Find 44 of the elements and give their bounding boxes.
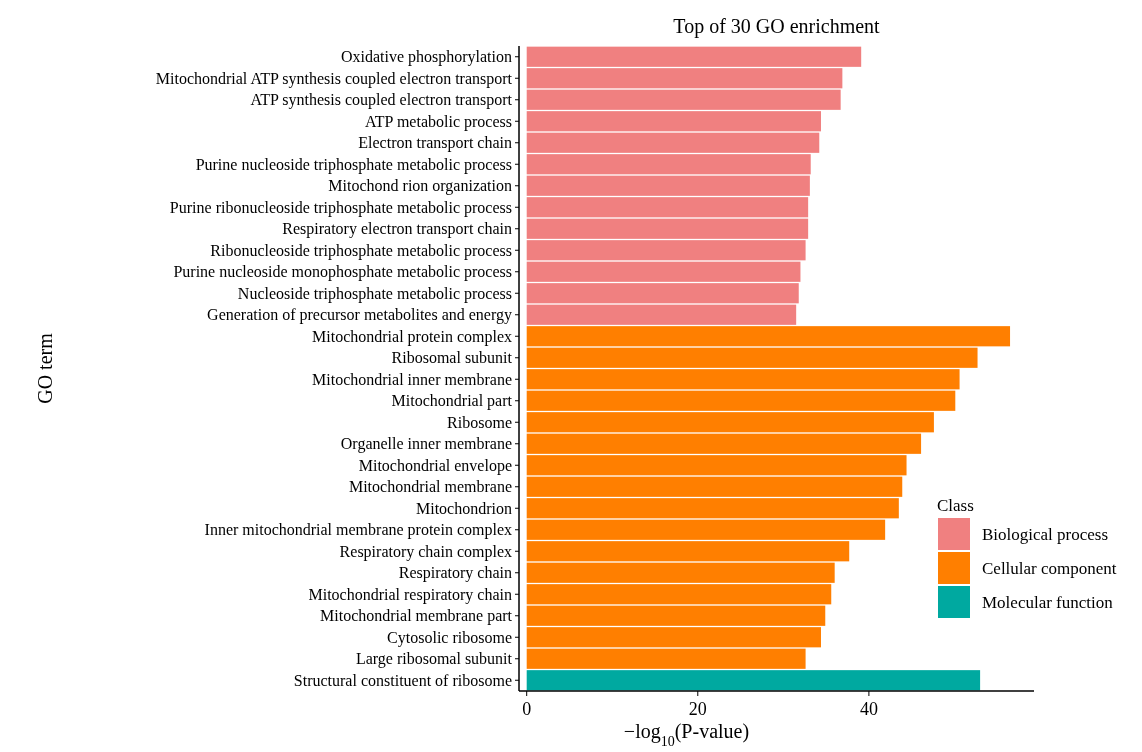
legend-label: Biological process: [982, 524, 1109, 544]
y-tick-label: Mitochondrion: [416, 499, 512, 517]
x-axis-title: −log$_{10}$(P-value): [623, 720, 750, 749]
y-tick-label: Respiratory chain complex: [339, 542, 512, 561]
bar: [526, 648, 806, 669]
y-tick-label: Inner mitochondrial membrane protein complex: [204, 521, 512, 540]
y-tick-label: Mitochondrial ATP synthesis coupled electron transport: [155, 69, 513, 88]
legend-title: Class: [937, 496, 974, 515]
y-tick-label: Mitochondrial envelope: [358, 456, 512, 475]
y-tick-label: ATP metabolic process: [365, 112, 512, 131]
bar: [526, 304, 797, 325]
y-tick-label: Mitochondrial part: [391, 392, 513, 411]
y-tick-label: Ribonucleoside triphosphate metabolic process: [210, 241, 512, 260]
y-tick-label: Mitochond rion organization: [328, 177, 512, 196]
y-tick-label: Large ribosomal subunit: [355, 650, 513, 669]
y-tick-label: Mitochondrial protein complex: [312, 327, 512, 346]
bar: [526, 670, 981, 691]
y-tick-label: Organelle inner membrane: [340, 435, 512, 454]
y-tick-label: Purine ribonucleoside triphosphate metabolic process: [169, 198, 512, 217]
y-tick-label: Mitochondrial inner membrane: [312, 370, 512, 388]
y-tick-label: Mitochondrial respiratory chain: [308, 585, 512, 604]
x-tick-label: 0: [522, 699, 532, 719]
y-axis-title: GO term: [34, 332, 56, 404]
x-tick-label: 20: [688, 699, 707, 719]
y-tick-label: Nucleoside triphosphate metabolic process: [237, 284, 512, 303]
bar: [526, 326, 1011, 347]
chart-title: Top of 30 GO enrichment: [673, 15, 881, 38]
y-tick-label: Respiratory chain: [398, 564, 512, 583]
x-tick-label: 40: [859, 699, 878, 719]
y-tick-label: Oxidative phosphorylation: [340, 48, 512, 67]
legend-label: Molecular function: [982, 592, 1114, 612]
y-tick-label: Purine nucleoside triphosphate metabolic process: [195, 155, 512, 174]
y-tick-label: Ribosome: [447, 413, 512, 431]
y-tick-label: Mitochondrial membrane part: [320, 607, 513, 626]
y-tick-label: Electron transport chain: [358, 134, 512, 153]
y-tick-label: Structural constituent of ribosome: [293, 671, 512, 689]
y-tick-label: Generation of precursor metabolites and energy: [207, 306, 512, 325]
y-tick-label: Mitochondrial membrane: [348, 478, 512, 496]
y-tick-label: Purine nucleoside monophosphate metabolic process: [173, 263, 512, 282]
legend-label: Cellular component: [982, 558, 1117, 578]
y-tick-label: ATP synthesis coupled electron transport: [250, 91, 513, 110]
y-tick-label: Cytosolic ribosome: [387, 628, 512, 647]
y-tick-label: Respiratory electron transport chain: [282, 220, 512, 239]
y-tick-label: Ribosomal subunit: [391, 349, 513, 367]
